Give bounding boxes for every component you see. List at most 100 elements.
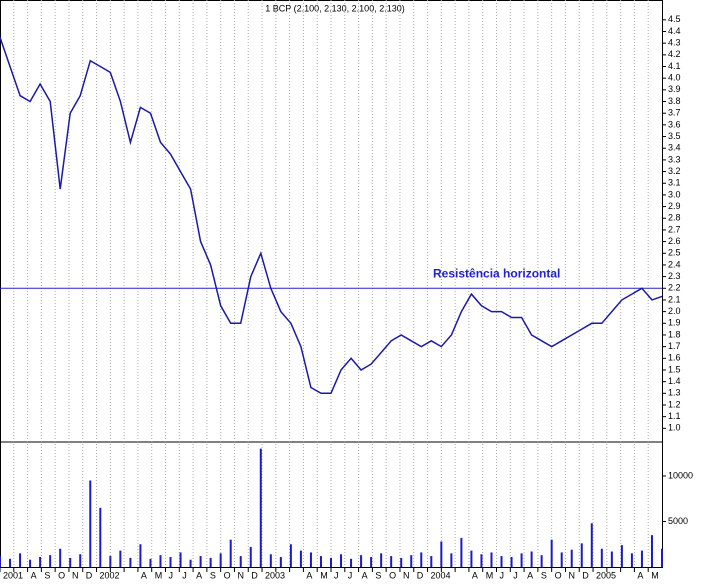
volume-bar — [29, 559, 32, 567]
x-tick-label: O — [389, 570, 396, 580]
volume-bar — [279, 556, 282, 567]
volume-bar — [520, 553, 523, 567]
volume-bar — [590, 523, 593, 567]
y-tick-label: 3.9 — [668, 84, 681, 94]
volume-bar — [350, 558, 353, 567]
volume-bar — [199, 556, 202, 567]
volume-bar — [510, 556, 513, 567]
y-tick-label: 1.5 — [668, 364, 681, 374]
y-tick-label: 4.2 — [668, 49, 681, 59]
volume-bar — [299, 550, 302, 567]
x-tick-label: M — [155, 570, 163, 580]
volume-bar — [309, 552, 312, 567]
volume-bar — [229, 539, 232, 567]
y-tick-label: 4.3 — [668, 38, 681, 48]
volume-bar — [49, 555, 52, 567]
x-tick-label: M — [486, 570, 494, 580]
volume-bar — [610, 551, 613, 567]
x-tick-label: N — [72, 570, 79, 580]
y-tick-label: 1.9 — [668, 318, 681, 328]
volume-bar — [219, 553, 222, 567]
volume-bar — [550, 539, 553, 567]
volume-bar — [490, 552, 493, 567]
x-tick-label: D — [86, 570, 93, 580]
x-tick-label: D — [417, 570, 424, 580]
volume-bar — [139, 544, 142, 567]
x-tick-label: S — [375, 570, 381, 580]
y-tick-label: 3.8 — [668, 96, 681, 106]
volume-bar — [450, 553, 453, 567]
volume-bar — [661, 548, 663, 567]
volume-bar — [410, 555, 413, 567]
y-tick-label: 2.8 — [668, 213, 681, 223]
x-tick-label: D — [582, 570, 589, 580]
x-tick-label: 2001 — [3, 570, 23, 580]
volume-bar — [19, 553, 22, 567]
y-tick-label: 3.3 — [668, 154, 681, 164]
volume-bar — [169, 556, 172, 567]
volume-bar — [69, 557, 72, 567]
y-tick-label: 1.7 — [668, 341, 681, 351]
volume-bar — [119, 550, 122, 567]
y-tick-label: 3.2 — [668, 166, 681, 176]
y-tick-label: 2.6 — [668, 236, 681, 246]
x-tick-label: N — [237, 570, 244, 580]
volume-bar — [149, 558, 152, 567]
volume-bar — [289, 544, 292, 567]
volume-bar — [239, 556, 242, 567]
y-tick-label: 1.4 — [668, 376, 681, 386]
volume-tick-label: 5000 — [668, 516, 688, 526]
volume-bar — [500, 556, 503, 567]
x-tick-label: J — [348, 570, 353, 580]
volume-bar — [39, 556, 42, 567]
x-tick-label: S — [541, 570, 547, 580]
volume-bar — [109, 556, 112, 567]
volume-bar — [189, 559, 192, 567]
y-tick-label: 2.7 — [668, 224, 681, 234]
volume-bar — [430, 556, 433, 567]
volume-bar — [0, 556, 1, 567]
volume-bar — [319, 556, 322, 567]
volume-bar — [560, 552, 563, 567]
x-tick-label: 2005 — [596, 570, 616, 580]
volume-bar — [580, 543, 583, 567]
x-tick-label: A — [196, 570, 202, 580]
volume-bar — [269, 554, 272, 567]
x-tick-label: 2004 — [431, 570, 451, 580]
y-tick-label: 4.0 — [668, 73, 681, 83]
plot-frame — [0, 0, 663, 568]
x-tick-label: J — [500, 570, 505, 580]
x-tick-label: J — [334, 570, 339, 580]
volume-bar — [340, 554, 343, 567]
y-tick-label: 2.2 — [668, 283, 681, 293]
volume-bar — [600, 548, 603, 567]
y-tick-label: 3.6 — [668, 119, 681, 129]
y-tick-label: 2.5 — [668, 248, 681, 258]
y-tick-label: 1.8 — [668, 329, 681, 339]
x-tick-label: J — [182, 570, 187, 580]
x-tick-label: A — [306, 570, 312, 580]
y-tick-label: 2.9 — [668, 201, 681, 211]
volume-bar — [640, 550, 643, 567]
volume-bar — [480, 554, 483, 567]
volume-bar — [179, 552, 182, 567]
volume-bar — [370, 556, 373, 567]
x-tick-label: N — [568, 570, 575, 580]
volume-bar — [620, 545, 623, 567]
x-tick-label: S — [44, 570, 50, 580]
y-tick-label: 2.3 — [668, 271, 681, 281]
x-tick-label: O — [555, 570, 562, 580]
x-tick-label: M — [651, 570, 659, 580]
volume-bar — [380, 553, 383, 567]
y-tick-label: 1.0 — [668, 423, 681, 433]
y-tick-label: 4.5 — [668, 14, 681, 24]
x-tick-label: J — [169, 570, 174, 580]
x-tick-label: J — [513, 570, 518, 580]
volume-bar — [420, 552, 423, 567]
y-tick-label: 2.1 — [668, 294, 681, 304]
volume-bar — [9, 558, 12, 567]
volume-bar — [400, 557, 403, 567]
volume-bar — [59, 548, 62, 567]
x-tick-label: A — [527, 570, 533, 580]
